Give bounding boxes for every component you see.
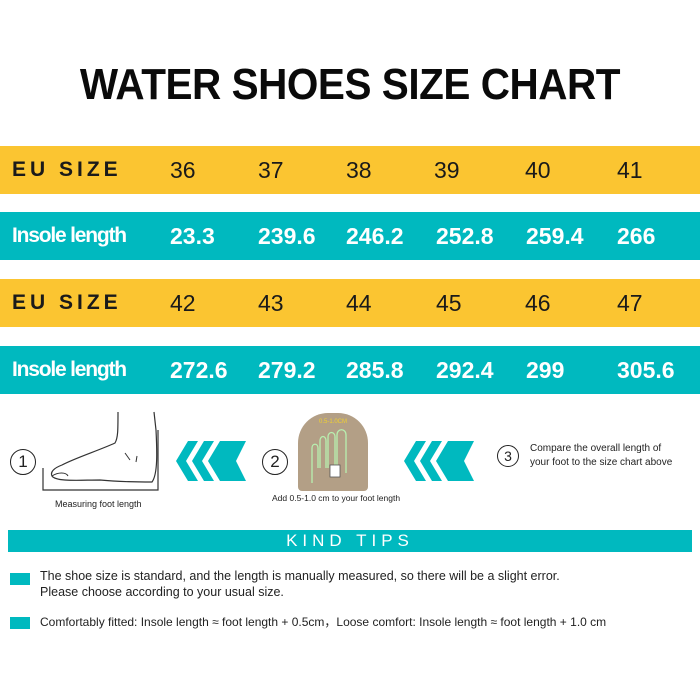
eu-size-row-1: EU SIZE 36 37 38 39 40 41 (0, 146, 700, 194)
length-cell: 285.8 (346, 357, 404, 383)
insole-photo-icon: 0.5-1.0CM (298, 413, 368, 491)
chevrons-left-icon (404, 441, 474, 481)
step-number-3: 3 (497, 445, 519, 467)
size-cell: 44 (346, 290, 372, 316)
length-cell: 272.6 (170, 357, 228, 383)
size-cell: 40 (525, 157, 551, 183)
length-cell: 292.4 (436, 357, 494, 383)
chevrons-left-icon (176, 441, 246, 481)
tip-item: The shoe size is standard, and the lengt… (10, 568, 560, 600)
length-cell: 279.2 (258, 357, 316, 383)
step-2-caption: Add 0.5-1.0 cm to your foot length (272, 493, 401, 503)
tip-line: Please choose according to your usual si… (40, 585, 284, 599)
length-cell: 246.2 (346, 223, 404, 249)
step-number-2: 2 (262, 449, 288, 475)
tip-line: Comfortably fitted: Insole length ≈ foot… (40, 615, 607, 629)
step-3-caption-line: Compare the overall length of (530, 443, 662, 454)
measuring-steps: 1 Measuring foot length 2 0.5-1.0CM Add … (0, 405, 700, 520)
size-cell: 43 (258, 290, 284, 316)
size-cell: 46 (525, 290, 551, 316)
length-cell: 23.3 (170, 223, 215, 249)
step-3-caption: Compare the overall length of your foot … (530, 442, 672, 470)
size-cell: 45 (436, 290, 462, 316)
tip-item: Comfortably fitted: Insole length ≈ foot… (10, 614, 606, 630)
size-cell: 39 (434, 157, 460, 183)
step-number-1: 1 (10, 449, 36, 475)
teal-bullet-icon (10, 573, 30, 585)
insole-length-label: Insole length (12, 358, 127, 381)
length-cell: 239.6 (258, 223, 316, 249)
insole-length-label: Insole length (12, 224, 127, 247)
length-cell: 305.6 (617, 357, 675, 383)
teal-bullet-icon (10, 617, 30, 629)
kind-tips-header: KIND TIPS (8, 530, 692, 552)
insole-overlay-text: 0.5-1.0CM (319, 419, 347, 425)
size-cell: 42 (170, 290, 196, 316)
length-cell: 252.8 (436, 223, 494, 249)
insole-length-row-1: Insole length 23.3 239.6 246.2 252.8 259… (0, 212, 700, 260)
length-cell: 266 (617, 223, 656, 249)
length-cell: 299 (526, 357, 565, 383)
size-cell: 41 (617, 157, 643, 183)
foot-measure-icon (42, 411, 159, 491)
length-cell: 259.4 (526, 223, 584, 249)
size-cell: 37 (258, 157, 284, 183)
step-3-caption-line: your foot to the size chart above (530, 457, 673, 468)
tip-line: The shoe size is standard, and the lengt… (40, 569, 560, 583)
size-cell: 47 (617, 290, 643, 316)
size-cell: 38 (346, 157, 372, 183)
insole-length-row-2: Insole length 272.6 279.2 285.8 292.4 29… (0, 346, 700, 394)
eu-size-label: EU SIZE (12, 291, 122, 314)
size-cell: 36 (170, 157, 196, 183)
page-title: WATER SHOES SIZE CHART (79, 60, 621, 109)
eu-size-row-2: EU SIZE 42 43 44 45 46 47 (0, 279, 700, 327)
eu-size-label: EU SIZE (12, 158, 122, 181)
step-1-caption: Measuring foot length (55, 499, 142, 509)
